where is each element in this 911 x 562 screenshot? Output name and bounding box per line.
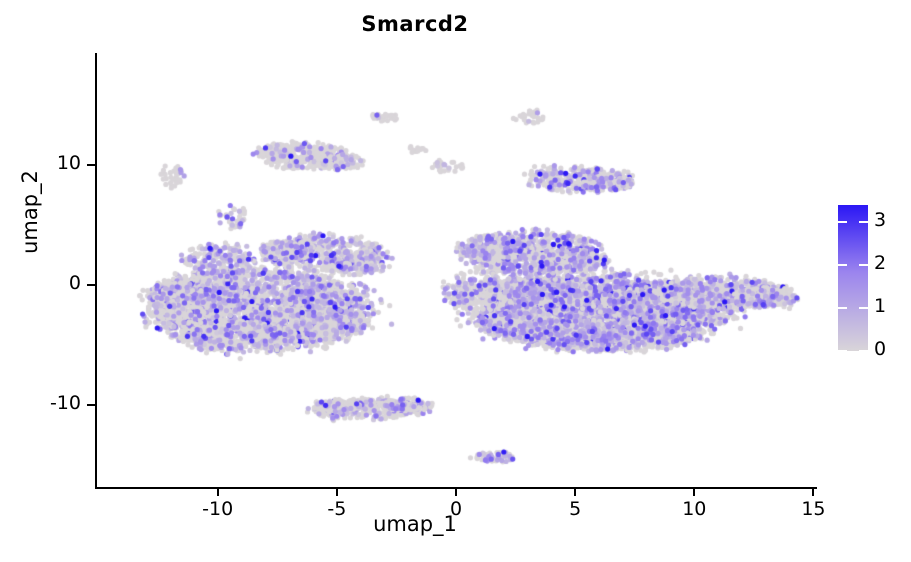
colorbar-tick-label: 1	[874, 295, 887, 318]
colorbar-tick-mark	[859, 221, 868, 224]
x-tick-mark	[216, 489, 219, 496]
x-tick-mark	[455, 489, 457, 496]
chart-title: Smarcd2	[361, 12, 469, 36]
x-tick-label: 5	[569, 498, 582, 520]
x-tick-label: 10	[682, 498, 707, 520]
colorbar-tick-mark	[859, 307, 868, 310]
x-tick-label: 0	[449, 498, 463, 520]
y-tick-label: -10	[49, 392, 81, 415]
colorbar-tick-mark	[859, 264, 868, 267]
y-tick-label: 0	[68, 272, 81, 294]
x-tick-label: 15	[801, 498, 826, 520]
y-axis-label: umap_2	[18, 170, 42, 254]
colorbar-tick-label: 2	[874, 252, 887, 275]
colorbar-tick-label: 3	[874, 209, 887, 232]
y-tick-mark	[87, 284, 95, 286]
x-tick-label: -10	[202, 498, 234, 520]
y-tick-mark	[87, 163, 95, 166]
x-tick-mark	[574, 489, 577, 496]
colorbar-tick-mark	[838, 264, 847, 267]
x-tick-mark	[812, 489, 815, 496]
x-tick-label: -5	[327, 498, 347, 520]
y-tick-label: 10	[56, 151, 81, 174]
colorbar-tick-mark	[838, 350, 847, 352]
x-axis-label: umap_1	[373, 512, 457, 536]
colorbar-tick-label: 0	[874, 338, 887, 360]
colorbar-tick-mark	[838, 221, 847, 224]
y-axis-spine	[95, 53, 97, 489]
colorbar	[838, 205, 868, 351]
x-tick-mark	[335, 489, 338, 496]
colorbar-tick-mark	[838, 307, 847, 310]
x-tick-mark	[693, 489, 696, 496]
colorbar-tick-mark	[859, 350, 868, 352]
y-tick-mark	[87, 404, 95, 407]
colorbar-gradient	[838, 205, 868, 351]
